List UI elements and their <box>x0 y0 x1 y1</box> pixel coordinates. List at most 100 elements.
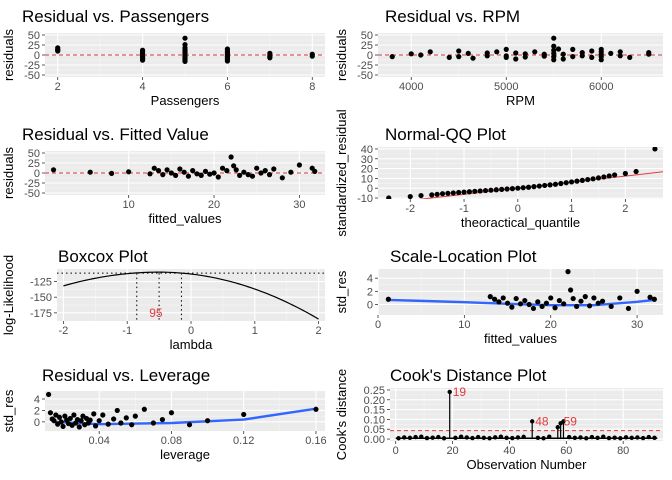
data-point <box>488 187 494 193</box>
data-point <box>76 424 82 430</box>
data-point <box>445 190 451 196</box>
data-point <box>503 54 509 61</box>
data-point <box>625 305 632 312</box>
data-point <box>560 51 566 57</box>
data-point <box>312 168 318 174</box>
data-point <box>186 422 193 428</box>
y-tick-label: -150 <box>30 292 52 304</box>
plot-marks <box>57 271 325 321</box>
plot-marks <box>385 269 657 312</box>
data-point <box>129 422 135 428</box>
data-point <box>313 406 319 412</box>
y-axis-label: std_res <box>334 270 349 313</box>
data-point <box>126 169 132 175</box>
data-point <box>198 172 204 178</box>
observation-label: 48 <box>535 414 549 428</box>
data-point <box>427 49 433 55</box>
plot-marks <box>378 35 663 63</box>
x-tick-label: -1 <box>459 203 469 215</box>
data-point <box>456 189 462 196</box>
panel-title: Residual vs. Passengers <box>22 7 209 26</box>
panel-background <box>378 269 663 315</box>
y-tick-label: -50 <box>357 70 373 82</box>
data-point <box>237 172 243 178</box>
data-point <box>513 50 519 56</box>
data-point <box>499 186 505 192</box>
data-point <box>522 54 528 60</box>
data-point <box>555 46 562 52</box>
data-point <box>194 171 200 177</box>
data-point <box>598 57 604 63</box>
y-tick-label: 50 <box>28 148 40 160</box>
data-point <box>482 187 489 194</box>
data-point <box>574 303 580 310</box>
data-point <box>56 414 63 420</box>
data-point <box>606 173 612 179</box>
y-tick-label: 25 <box>361 40 373 52</box>
cooks-point <box>578 435 583 440</box>
y-tick-label: 4 <box>34 394 40 406</box>
y-tick-label: 50 <box>361 30 373 42</box>
data-point <box>565 269 571 275</box>
data-point <box>515 185 521 191</box>
y-tick-label: 0.20 <box>364 395 385 407</box>
data-point <box>526 301 532 308</box>
data-point <box>570 46 576 53</box>
x-tick-label: 0 <box>188 325 194 337</box>
data-point <box>608 50 614 57</box>
data-point <box>105 421 111 427</box>
y-tick-label: 2 <box>367 286 373 298</box>
x-tick-label: 0 <box>515 203 521 215</box>
data-point <box>87 417 93 423</box>
y-tick-label: 0 <box>34 50 40 62</box>
panel-title: Residual vs. Fitted Value <box>22 125 209 144</box>
x-tick-label: 1 <box>569 203 575 215</box>
data-point <box>55 48 61 54</box>
x-tick-label: 20 <box>446 445 458 457</box>
data-point <box>560 56 566 62</box>
data-point <box>601 174 607 180</box>
x-tick-label: 60 <box>560 445 572 457</box>
data-point <box>525 184 532 190</box>
data-point <box>522 297 528 304</box>
data-point <box>552 305 558 311</box>
y-tick-label: 25 <box>28 158 40 170</box>
x-tick-label: 1 <box>252 325 258 337</box>
data-point <box>100 412 106 418</box>
data-point <box>531 184 537 190</box>
data-point <box>58 419 64 425</box>
y-axis-label: standardized_residual <box>334 109 349 236</box>
y-tick-label: 10 <box>361 173 373 185</box>
x-tick-label: 0 <box>393 445 399 457</box>
loglik-curve <box>63 271 319 320</box>
data-point <box>496 299 502 305</box>
x-tick-label: 80 <box>617 445 629 457</box>
x-axis-label: Passengers <box>151 93 220 108</box>
y-tick-label: 0 <box>367 183 373 195</box>
data-point <box>589 54 595 61</box>
y-tick-label: -50 <box>24 188 40 200</box>
data-point <box>211 170 217 176</box>
y-axis-label: std_res <box>1 389 16 432</box>
x-tick-label: -2 <box>405 203 415 215</box>
data-point <box>386 195 392 199</box>
y-tick-label: 0.05 <box>364 424 385 436</box>
data-point <box>543 300 550 306</box>
data-point <box>491 296 498 302</box>
plot-marks <box>45 35 325 64</box>
x-tick-label: 20 <box>208 199 220 211</box>
data-point <box>418 52 424 58</box>
data-point <box>504 300 511 306</box>
data-point <box>465 50 471 57</box>
y-tick-label: 20 <box>361 164 373 176</box>
y-tick-label: 25 <box>28 40 40 52</box>
data-point <box>233 167 239 173</box>
panel-title: Residual vs. Leverage <box>42 366 210 385</box>
data-point <box>578 298 584 304</box>
panel-title: Residual vs. RPM <box>385 7 520 26</box>
x-tick-label: 0 <box>375 319 381 331</box>
data-point <box>434 191 440 197</box>
data-point <box>539 303 545 310</box>
